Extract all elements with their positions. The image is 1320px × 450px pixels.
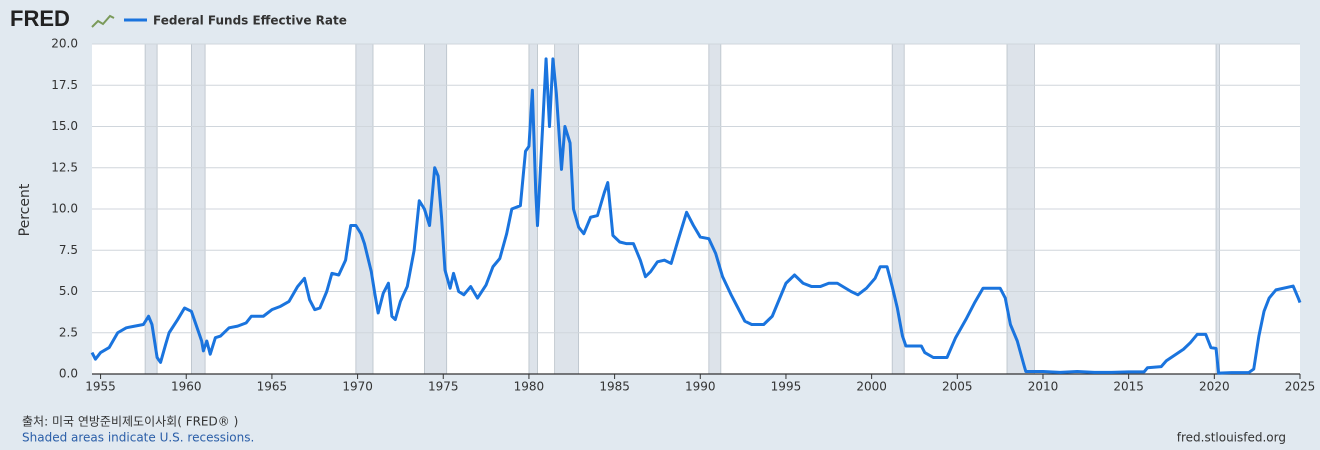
x-tick-label: 1975 [428, 380, 459, 394]
y-tick-label: 12.5 [51, 160, 78, 174]
logo: FRED [10, 6, 70, 31]
y-tick-label: 5.0 [59, 284, 78, 298]
y-tick-label: 20.0 [51, 37, 78, 51]
x-tick-label: 1970 [342, 380, 373, 394]
x-tick-label: 2020 [1199, 380, 1230, 394]
x-tick-label: 2010 [1028, 380, 1059, 394]
x-tick-label: 2015 [1113, 380, 1144, 394]
x-tick-label: 2025 [1285, 380, 1316, 394]
legend-label: Federal Funds Effective Rate [153, 14, 347, 28]
y-tick-label: 15.0 [51, 119, 78, 133]
y-tick-label: 2.5 [59, 325, 78, 339]
logo-icon [91, 14, 115, 28]
x-tick-label: 1980 [514, 380, 545, 394]
y-tick-label: 17.5 [51, 78, 78, 92]
x-tick-label: 1955 [85, 380, 116, 394]
note: Shaded areas indicate U.S. recessions. [22, 431, 254, 445]
x-tick-label: 1965 [257, 380, 288, 394]
y-axis-label: Percent [17, 183, 33, 236]
x-tick-label: 1960 [171, 380, 202, 394]
y-tick-label: 0.0 [59, 367, 78, 381]
x-tick-label: 1985 [599, 380, 630, 394]
x-tick-label: 2005 [942, 380, 973, 394]
x-tick-label: 1990 [685, 380, 716, 394]
source: 출처: 미국 연방준비제도이사회( FRED® ) [22, 415, 238, 429]
y-tick-label: 7.5 [59, 243, 78, 257]
x-tick-label: 1995 [771, 380, 802, 394]
x-tick-label: 2000 [856, 380, 887, 394]
url: fred.stlouisfed.org [1177, 431, 1286, 445]
y-tick-label: 10.0 [51, 202, 78, 216]
series-line [90, 57, 1302, 375]
